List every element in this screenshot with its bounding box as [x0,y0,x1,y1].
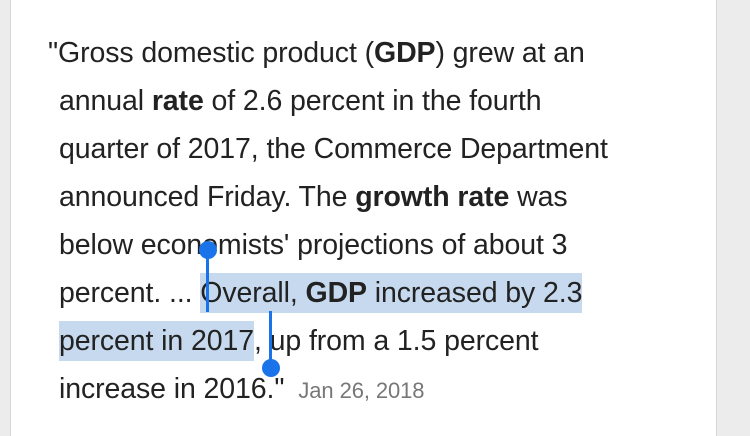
quote-text: was [509,181,568,213]
quote-line-4: announced Friday. The growth rate was [48,173,713,221]
quote-line-8: increase in 2016." Jan 26, 2018 [48,365,713,413]
quote-line-3: quarter of 2017, the Commerce Department [48,125,713,173]
featured-snippet-card: "Gross domestic product (GDP) grew at an… [10,0,717,436]
snippet-date: Jan 26, 2018 [298,378,425,403]
quote-line-7: percent in 2017, up from a 1.5 percent [48,317,713,365]
keyword-rate: rate [151,85,204,117]
quote-line-6: percent. ... Overall, GDP increased by 2… [48,269,713,317]
quote-text: increase in 2016." [59,373,285,405]
quote-line-5: below economists' projections of about 3 [48,221,713,269]
keyword-gdp: GDP [374,37,436,69]
quote-line-1: "Gross domestic product (GDP) grew at an [48,29,713,77]
selection-end-handle-bar[interactable] [269,311,272,365]
quote-line-2: annual rate of 2.6 percent in the fourth [48,77,713,125]
quote-text: ) grew at an [435,37,585,69]
quote-text: of 2.6 percent in the fourth [203,85,542,117]
selected-text[interactable]: percent in 2017 [59,325,254,357]
quote-text: quarter of 2017, the Commerce Department [59,133,608,165]
selected-text[interactable]: Overall, [200,277,306,309]
snippet-quote: "Gross domestic product (GDP) grew at an… [48,29,713,413]
selection-end-handle-icon[interactable] [262,359,280,377]
quote-text: , up from a 1.5 percent [253,325,539,357]
selection-start-handle-bar[interactable] [206,252,209,312]
quote-text: announced Friday. The [59,181,356,213]
open-quote: " [48,37,59,69]
selection-start-handle-icon[interactable] [199,241,217,259]
text-selection[interactable]: percent in 2017 [59,321,254,361]
quote-text: annual [59,85,152,117]
keyword-gdp-selected[interactable]: GDP [305,277,368,309]
quote-text: below economists' projections of about 3 [59,229,568,261]
quote-text: percent. ... [59,277,201,309]
selected-text[interactable]: increased by 2.3 [366,277,583,309]
keyword-growth-rate: growth rate [355,181,510,213]
quote-text: Gross domestic product ( [58,37,374,69]
text-selection[interactable]: Overall, GDP increased by 2.3 [200,273,582,313]
